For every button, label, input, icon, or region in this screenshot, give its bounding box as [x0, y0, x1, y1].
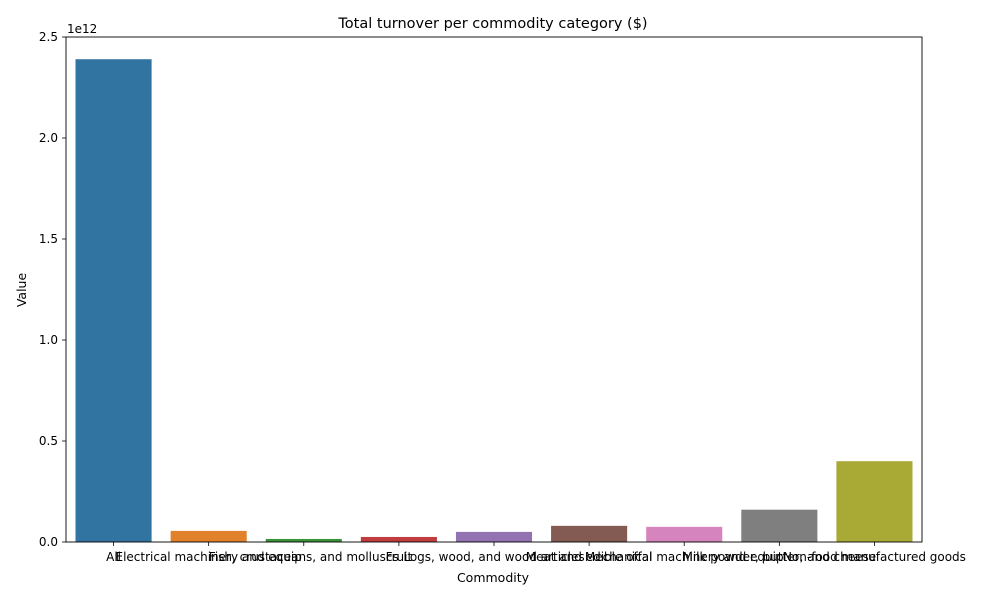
x-tick-label: Non-food manufactured goods	[783, 550, 966, 564]
bar-4	[455, 531, 533, 542]
bar-0	[75, 59, 152, 542]
y-tick-label: 1.5	[39, 232, 58, 246]
bar-8	[836, 461, 913, 542]
y-tick-label: 0.0	[39, 535, 58, 549]
plot-frame	[65, 36, 923, 543]
y-tick-label: 1.0	[39, 333, 58, 347]
y-offset-label: 1e12	[67, 22, 97, 36]
y-tick-label: 2.5	[39, 30, 58, 44]
x-tick-label: Milk powder, butter, and cheese	[682, 550, 876, 564]
x-tick-label: Fruit	[386, 550, 413, 564]
x-tick-label: Mechanical machinery and equip	[585, 550, 784, 564]
bar-2	[265, 538, 342, 542]
bar-7	[741, 509, 818, 542]
x-tick-label: Electrical machinery and equip	[115, 550, 301, 564]
x-tick-label: Logs, wood, and wood articles	[403, 550, 584, 564]
x-axis-label: Commodity	[457, 570, 530, 585]
y-tick-label: 0.5	[39, 434, 58, 448]
bar-5	[551, 525, 628, 542]
bar-3	[360, 536, 437, 542]
bar-1	[170, 530, 247, 542]
bars-group	[75, 59, 913, 542]
y-tick-label: 2.0	[39, 131, 58, 145]
x-tick-label: Fish, crustaceans, and molluscs	[209, 550, 399, 564]
y-axis-ticks: 0.0 0.5 1.0 1.5 2.0 2.5	[39, 30, 66, 549]
x-tick-label: Meat and edible offal	[526, 550, 653, 564]
y-axis-label: Value	[14, 273, 29, 308]
chart-title: Total turnover per commodity category ($…	[337, 16, 647, 32]
x-tick-label: All	[106, 550, 121, 564]
bar-6	[646, 526, 723, 542]
